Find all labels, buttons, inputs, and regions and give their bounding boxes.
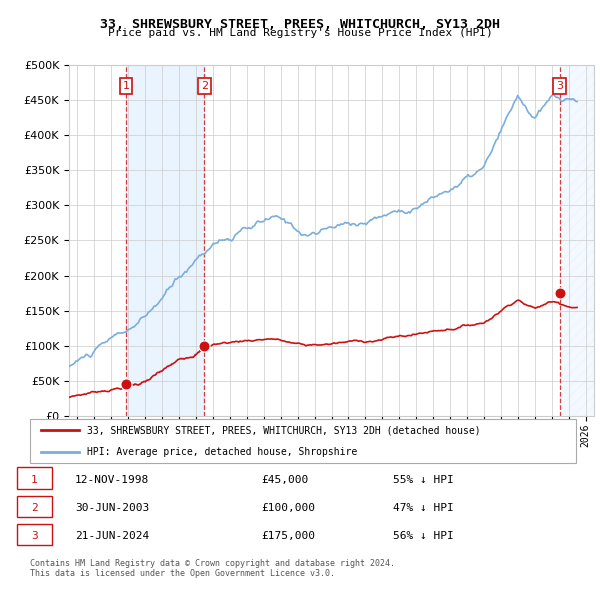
Text: 55% ↓ HPI: 55% ↓ HPI [393,475,454,484]
Text: 12-NOV-1998: 12-NOV-1998 [75,475,149,484]
Text: 30-JUN-2003: 30-JUN-2003 [75,503,149,513]
Bar [126,65,205,416]
Text: 33, SHREWSBURY STREET, PREES, WHITCHURCH, SY13 2DH: 33, SHREWSBURY STREET, PREES, WHITCHURCH… [100,18,500,31]
Text: 3: 3 [31,532,38,541]
Text: £45,000: £45,000 [261,475,308,484]
Text: 2: 2 [201,81,208,91]
Text: 1: 1 [31,475,38,484]
Text: 1: 1 [122,81,130,91]
Text: Price paid vs. HM Land Registry's House Price Index (HPI): Price paid vs. HM Land Registry's House … [107,28,493,38]
Text: 21-JUN-2024: 21-JUN-2024 [75,532,149,541]
Text: £100,000: £100,000 [261,503,315,513]
Text: 56% ↓ HPI: 56% ↓ HPI [393,532,454,541]
Text: HPI: Average price, detached house, Shropshire: HPI: Average price, detached house, Shro… [88,447,358,457]
Text: 47% ↓ HPI: 47% ↓ HPI [393,503,454,513]
Text: This data is licensed under the Open Government Licence v3.0.: This data is licensed under the Open Gov… [30,569,335,578]
Text: 2: 2 [31,503,38,513]
Text: Contains HM Land Registry data © Crown copyright and database right 2024.: Contains HM Land Registry data © Crown c… [30,559,395,568]
Text: 33, SHREWSBURY STREET, PREES, WHITCHURCH, SY13 2DH (detached house): 33, SHREWSBURY STREET, PREES, WHITCHURCH… [88,425,481,435]
Text: 3: 3 [556,81,563,91]
Text: £175,000: £175,000 [261,532,315,541]
Bar [560,65,600,416]
